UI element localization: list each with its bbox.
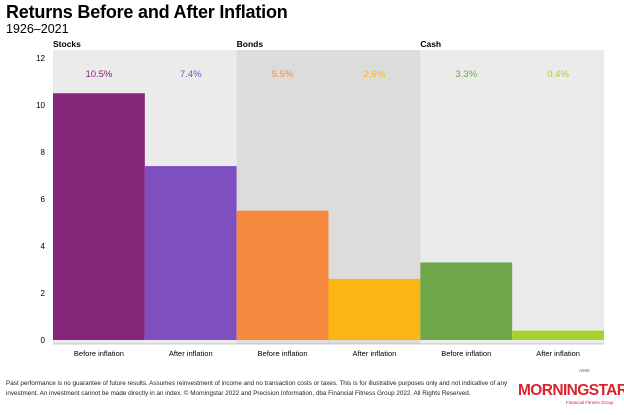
group-label-cash: Cash	[420, 39, 441, 49]
bar-cash-before	[420, 262, 513, 340]
x-tick-label: After inflation	[353, 349, 397, 358]
data-label: 5.5%	[272, 69, 294, 80]
chart-subtitle: 1926–2021	[6, 22, 69, 36]
footnote: Past performance is no guarantee of futu…	[6, 380, 508, 397]
data-label: 2.6%	[364, 69, 386, 80]
y-tick-label: 8	[41, 148, 46, 157]
bar-bonds-after	[328, 278, 421, 340]
bar-chart: Stocks 10.5% Before inflation 7.4% After inf…	[36, 39, 604, 358]
group-label-bonds: Bonds	[237, 39, 264, 49]
data-label: 3.3%	[455, 69, 477, 80]
data-label: 10.5%	[85, 69, 112, 80]
morningstar-logo: MORNINGSTAR Financial Fitness Group	[518, 382, 624, 406]
y-tick-label: 4	[41, 242, 46, 251]
bar-stocks-before	[53, 93, 145, 340]
logo-subtitle: Financial Fitness Group	[566, 400, 614, 405]
x-tick-label: Before inflation	[258, 349, 308, 358]
x-tick-label: Before inflation	[74, 349, 124, 358]
y-tick-label: 2	[41, 289, 46, 298]
bar-stocks-after	[144, 166, 237, 340]
y-tick-label: 0	[41, 336, 46, 345]
x-tick-label: After inflation	[169, 349, 213, 358]
data-label: 7.4%	[180, 69, 202, 80]
bar-cash-after	[512, 330, 604, 340]
x-tick-label: Before inflation	[441, 349, 491, 358]
y-tick-label: 6	[41, 195, 46, 204]
chart-title: Returns Before and After Inflation	[6, 2, 288, 22]
x-tick-label: After inflation	[536, 349, 580, 358]
group-label-stocks: Stocks	[53, 39, 81, 49]
logo-wordmark: MORNINGSTAR	[518, 382, 624, 399]
bar-bonds-before	[236, 210, 329, 340]
document-code: A040	[579, 368, 590, 373]
y-tick-label: 10	[36, 101, 45, 110]
data-label: 0.4%	[547, 69, 569, 80]
y-tick-label: 12	[36, 54, 45, 63]
